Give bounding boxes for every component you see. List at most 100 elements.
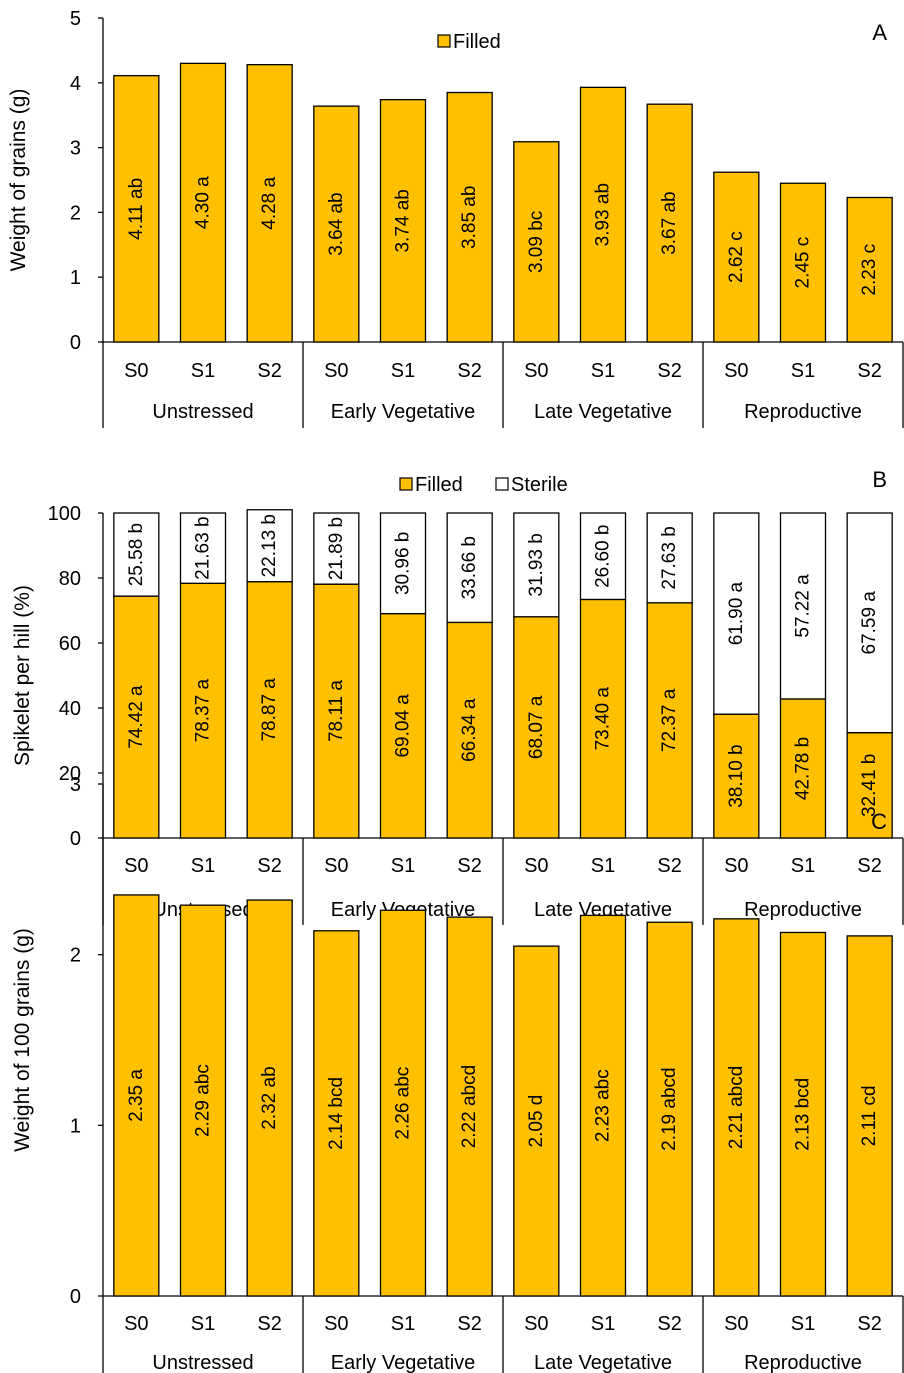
- x-tick-label: S1: [391, 1313, 415, 1335]
- x-tick-label: S2: [657, 855, 681, 877]
- bar-filled: [646, 921, 693, 1297]
- x-tick-label: S0: [524, 855, 548, 877]
- x-tick-label: S0: [724, 360, 748, 382]
- group-label: Reproductive: [744, 1352, 862, 1373]
- bar-filled: [579, 914, 627, 1297]
- bar-filled: [579, 598, 627, 839]
- bar-label-filled: 78.11 a: [326, 680, 347, 742]
- x-tick-label: S0: [124, 855, 148, 877]
- bar-label-filled: 2.32 ab: [259, 1066, 280, 1129]
- panel-letter: C: [871, 809, 887, 834]
- bar-filled: [713, 171, 760, 343]
- bar-label-filled: 2.21 abcd: [726, 1066, 747, 1149]
- x-tick-label: S1: [791, 360, 815, 382]
- x-tick-label: S1: [591, 1313, 615, 1335]
- bar-sterile: [446, 512, 493, 624]
- bar-label-filled: 2.05 d: [526, 1095, 547, 1148]
- bar-filled: [446, 916, 493, 1297]
- bar-filled: [313, 930, 360, 1297]
- x-tick-label: S1: [191, 1313, 215, 1335]
- bar-label-filled: 2.23 c: [859, 244, 880, 296]
- bar-label-filled: 2.14 bcd: [326, 1077, 347, 1150]
- bar-label-sterile: 30.96 b: [393, 532, 414, 595]
- bar-label-filled: 2.35 a: [126, 1069, 147, 1122]
- bar-filled: [713, 918, 760, 1297]
- bar-label-sterile: 67.59 a: [859, 591, 880, 655]
- bar-label-sterile: 33.66 b: [459, 536, 480, 599]
- bar-sterile: [779, 512, 827, 700]
- group-label: Reproductive: [744, 899, 862, 921]
- bar-filled: [113, 75, 160, 343]
- x-tick-label: S0: [724, 1313, 748, 1335]
- bar-label-filled: 2.13 bcd: [793, 1078, 814, 1151]
- bar-filled: [513, 945, 560, 1297]
- chart-panel-b: 0 20 40 60 80 100 Spikelet per hill (%) 74.42 a…: [11, 467, 904, 925]
- bar-sterile: [713, 512, 760, 715]
- y-tick-label: 3: [70, 774, 81, 796]
- bar-filled: [179, 582, 227, 839]
- bar-filled: [179, 62, 227, 343]
- bar-label-sterile: 57.22 a: [793, 574, 814, 638]
- x-tick-label: S1: [391, 855, 415, 877]
- bar-label-sterile: 31.93 b: [526, 533, 547, 596]
- y-tick-label: 60: [59, 633, 81, 655]
- bar-filled: [846, 935, 893, 1297]
- x-tick-label: S0: [124, 360, 148, 382]
- group-label: Unstressed: [152, 1352, 253, 1373]
- x-tick-label: S2: [457, 360, 481, 382]
- y-tick-label: 3: [70, 138, 81, 160]
- bar-label-filled: 4.30 a: [193, 176, 214, 229]
- bar-label-sterile: 21.63 b: [193, 516, 214, 579]
- y-axis-title: Spikelet per hill (%): [11, 585, 34, 766]
- y-tick-label: 0: [70, 1286, 81, 1308]
- legend-swatch: [399, 477, 413, 491]
- bar-label-filled: 3.85 ab: [459, 186, 480, 249]
- bar-label-filled: 2.62 c: [726, 231, 747, 283]
- bar-label-sterile: 26.60 b: [593, 525, 614, 588]
- bar-label-filled: 38.10 b: [726, 744, 747, 807]
- group-label: Late Vegetative: [534, 401, 672, 423]
- x-tick-label: S0: [324, 1313, 348, 1335]
- x-tick-label: S1: [191, 360, 215, 382]
- x-tick-label: S2: [257, 360, 281, 382]
- bar-label-filled: 2.45 c: [793, 237, 814, 289]
- bar-filled: [513, 141, 560, 343]
- bar-filled: [779, 698, 827, 839]
- x-tick-label: S2: [457, 855, 481, 877]
- y-tick-label: 80: [59, 568, 81, 590]
- bar-label-filled: 3.67 ab: [659, 191, 680, 254]
- bar-filled: [246, 64, 293, 343]
- bar-label-filled: 4.28 a: [259, 176, 280, 229]
- bar-sterile: [313, 512, 360, 585]
- bar-filled: [779, 931, 827, 1297]
- bar-sterile: [379, 512, 427, 615]
- x-tick-label: S1: [591, 855, 615, 877]
- legend-swatch: [495, 477, 509, 491]
- bar-label-filled: 2.19 abcd: [659, 1067, 680, 1150]
- x-tick-label: S1: [391, 360, 415, 382]
- bar-label-filled: 78.87 a: [259, 678, 280, 742]
- y-tick-label: 1: [70, 267, 81, 289]
- bar-label-filled: 78.37 a: [193, 679, 214, 743]
- y-axis-title: Weight of grains (g): [7, 89, 30, 272]
- y-axis-title: Weight of 100 grains (g): [11, 928, 34, 1152]
- bar-sterile: [113, 512, 160, 597]
- x-tick-label: S2: [657, 1313, 681, 1335]
- x-tick-label: S1: [791, 1313, 815, 1335]
- bar-filled: [446, 91, 493, 343]
- bar-label-filled: 69.04 a: [393, 694, 414, 758]
- x-tick-label: S2: [857, 1313, 881, 1335]
- bar-label-filled: 2.22 abcd: [459, 1065, 480, 1148]
- bar-label-filled: 42.78 b: [793, 737, 814, 800]
- bar-label-filled: 2.11 cd: [859, 1085, 880, 1146]
- y-tick-label: 2: [70, 202, 81, 224]
- bar-label-filled: 3.64 ab: [326, 192, 347, 255]
- group-label: Late Vegetative: [534, 899, 672, 921]
- group-label: Unstressed: [152, 401, 253, 423]
- chart-panel-a: 0 1 2 3 4 5 Weight of grains (g) 4.11 ab S0 4.30 …: [7, 8, 904, 428]
- bar-label-filled: 73.40 a: [593, 687, 614, 751]
- bar-label-filled: 2.26 abc: [393, 1067, 414, 1140]
- bar-filled: [846, 196, 893, 343]
- legend-label: Sterile: [511, 474, 568, 496]
